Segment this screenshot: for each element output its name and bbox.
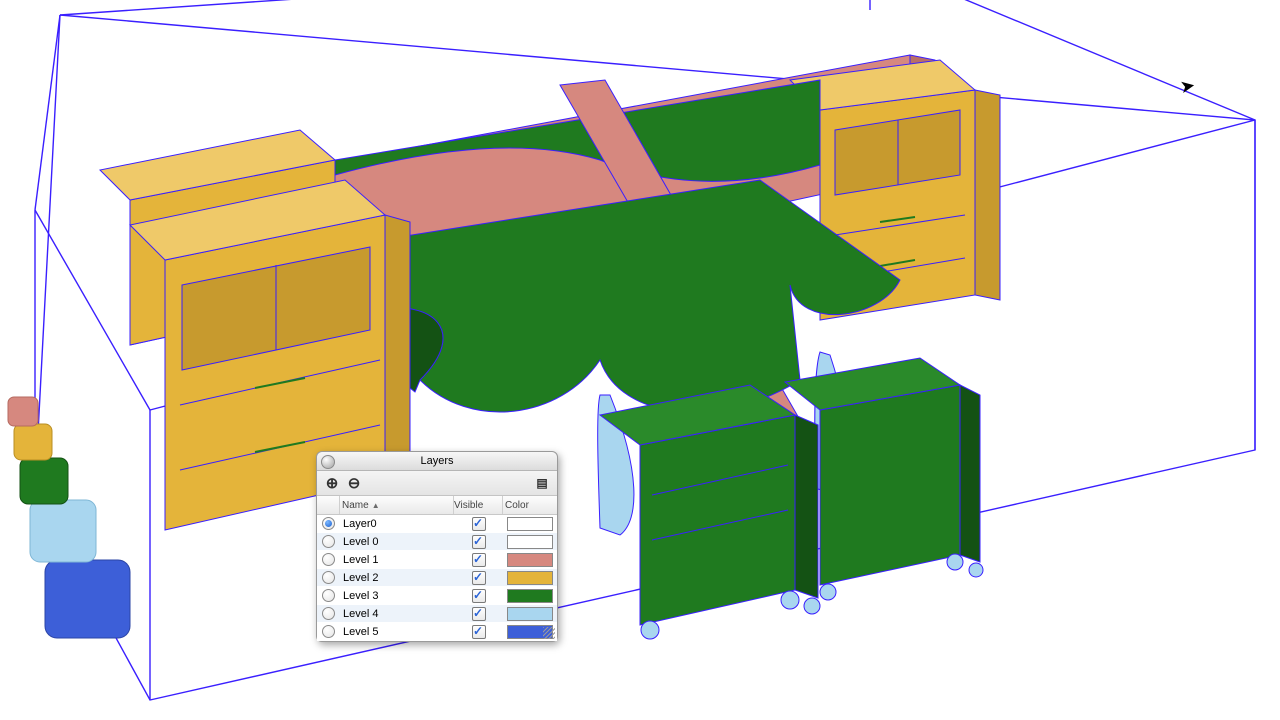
layers-panel[interactable]: Layers ⊕ ⊖ ▤ Name ▲ Visible Color Layer0… [316, 451, 558, 642]
layer-row[interactable]: Layer0 [317, 515, 557, 533]
layer-name: Level 3 [343, 590, 378, 602]
layer-row[interactable]: Level 4 [317, 605, 557, 623]
layer-row[interactable]: Level 5 [317, 623, 557, 641]
layer-row[interactable]: Level 2 [317, 569, 557, 587]
remove-layer-button[interactable]: ⊖ [345, 474, 363, 492]
visible-checkbox[interactable] [472, 571, 486, 585]
color-swatch[interactable] [507, 571, 553, 585]
layer-row[interactable]: Level 1 [317, 551, 557, 569]
col-color-header[interactable]: Color [503, 496, 557, 514]
col-visible-header[interactable]: Visible [454, 496, 503, 514]
layer-name: Level 2 [343, 572, 378, 584]
color-swatch[interactable] [507, 607, 553, 621]
color-swatch[interactable] [507, 589, 553, 603]
layer-radio[interactable] [322, 589, 335, 602]
visible-checkbox[interactable] [472, 535, 486, 549]
color-swatch[interactable] [507, 517, 553, 531]
layer-name: Level 0 [343, 536, 378, 548]
close-icon[interactable] [321, 455, 335, 469]
layers-titlebar[interactable]: Layers [317, 452, 557, 471]
resize-grip[interactable] [543, 627, 555, 639]
color-swatch[interactable] [507, 553, 553, 567]
layer-radio[interactable] [322, 535, 335, 548]
layer-radio[interactable] [322, 625, 335, 638]
layer-name: Layer0 [343, 518, 377, 530]
visible-checkbox[interactable] [472, 607, 486, 621]
color-stack [8, 397, 130, 638]
layer-row[interactable]: Level 0 [317, 533, 557, 551]
layer-options-icon[interactable]: ▤ [533, 474, 551, 492]
add-layer-button[interactable]: ⊕ [323, 474, 341, 492]
visible-checkbox[interactable] [472, 589, 486, 603]
visible-checkbox[interactable] [472, 625, 486, 639]
scene-svg [0, 0, 1280, 720]
layer-name: Level 5 [343, 626, 378, 638]
layer-name: Level 4 [343, 608, 378, 620]
layer-row[interactable]: Level 3 [317, 587, 557, 605]
layer-radio[interactable] [322, 607, 335, 620]
layers-toolbar: ⊕ ⊖ ▤ [317, 471, 557, 496]
layer-radio[interactable] [322, 553, 335, 566]
layer-radio[interactable] [322, 571, 335, 584]
layers-rows: Layer0 Level 0 Level 1 Level 2 Level 3 Level … [317, 515, 557, 641]
layers-title: Layers [420, 455, 453, 467]
sort-asc-icon: ▲ [372, 501, 380, 510]
visible-checkbox[interactable] [472, 553, 486, 567]
layer-name: Level 1 [343, 554, 378, 566]
visible-checkbox[interactable] [472, 517, 486, 531]
layer-radio[interactable] [322, 517, 335, 530]
model-viewport[interactable]: Layers ⊕ ⊖ ▤ Name ▲ Visible Color Layer0… [0, 0, 1280, 720]
layers-header: Name ▲ Visible Color [317, 496, 557, 515]
color-swatch[interactable] [507, 535, 553, 549]
col-name-header[interactable]: Name ▲ [340, 496, 454, 514]
